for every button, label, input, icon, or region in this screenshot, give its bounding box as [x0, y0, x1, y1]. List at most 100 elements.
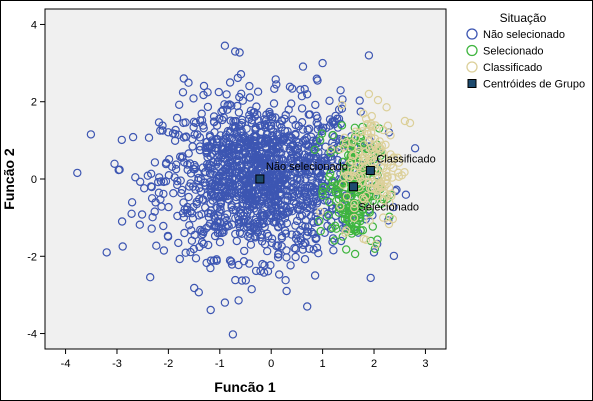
data-point: [269, 99, 279, 108]
data-point: [285, 82, 295, 92]
data-point: [368, 177, 377, 187]
data-point: [362, 200, 371, 209]
data-point: [180, 228, 189, 238]
data-point: [392, 185, 401, 194]
data-point: [281, 276, 290, 285]
data-point: [147, 224, 156, 233]
y-tick-label: -4: [27, 329, 37, 341]
data-point: [291, 244, 300, 254]
data-point: [163, 231, 173, 241]
data-point: [213, 158, 222, 167]
data-point: [339, 172, 348, 182]
data-point: [118, 242, 127, 251]
data-point: [362, 119, 372, 129]
data-point: [389, 153, 398, 162]
data-point: [254, 116, 263, 126]
data-point: [209, 222, 219, 231]
x-tick-label: 1: [320, 358, 326, 370]
data-point: [110, 159, 119, 168]
data-point: [326, 148, 335, 157]
data-point: [325, 96, 334, 106]
data-point: [244, 114, 254, 124]
data-point: [379, 125, 388, 135]
data-point: [376, 183, 385, 193]
data-point: [378, 147, 387, 157]
data-point: [330, 221, 340, 230]
data-point: [263, 229, 272, 238]
data-point: [259, 210, 268, 220]
data-point: [251, 146, 260, 155]
legend: Situação Não selecionado Selecionado Class…: [466, 11, 585, 91]
data-point: [228, 173, 237, 183]
data-point: [197, 210, 206, 219]
data-point: [389, 163, 398, 173]
data-point: [232, 154, 242, 164]
data-point: [284, 207, 294, 216]
data-point: [364, 89, 374, 99]
data-point: [274, 155, 284, 164]
data-point: [207, 179, 217, 188]
data-point: [372, 159, 381, 169]
data-point: [389, 251, 399, 261]
data-point: [284, 191, 293, 200]
data-point: [203, 102, 213, 112]
data-point: [302, 195, 311, 204]
x-tick-label: 0: [268, 358, 274, 370]
data-point: [257, 230, 267, 239]
data-point: [178, 208, 188, 218]
data-point: [365, 178, 374, 187]
data-point: [354, 128, 364, 137]
data-point: [299, 240, 308, 250]
centroid-marker: [349, 182, 358, 192]
data-point: [234, 191, 244, 201]
data-point: [273, 253, 283, 262]
data-point: [117, 135, 127, 145]
data-point: [147, 194, 157, 203]
data-point: [169, 188, 178, 198]
data-point: [236, 160, 246, 169]
data-point: [197, 109, 206, 118]
data-point: [361, 114, 371, 124]
data-point: [281, 174, 291, 183]
data-point: [385, 198, 394, 207]
data-point: [262, 209, 271, 219]
data-point: [233, 146, 243, 155]
data-point: [135, 220, 144, 229]
data-point: [361, 215, 370, 224]
data-point: [250, 132, 259, 141]
data-point: [218, 172, 227, 181]
data-point: [365, 208, 374, 217]
data-point: [145, 273, 155, 282]
data-point: [312, 111, 321, 121]
data-point: [300, 238, 309, 247]
data-point: [223, 100, 232, 110]
data-point: [213, 192, 223, 201]
centroid-marker: [255, 174, 265, 184]
data-point: [350, 249, 360, 259]
series-2: [316, 89, 415, 249]
data-point: [154, 188, 164, 197]
data-point: [180, 158, 189, 167]
data-point: [153, 177, 163, 187]
data-point: [159, 221, 168, 231]
data-point: [288, 84, 297, 93]
data-point: [400, 116, 410, 126]
data-point: [235, 48, 244, 57]
data-point: [320, 228, 329, 237]
x-axis-label: Funcão 1: [214, 379, 276, 395]
data-point: [366, 273, 375, 283]
data-point: [268, 112, 277, 122]
data-point: [196, 187, 206, 196]
data-point: [146, 182, 156, 191]
data-point: [325, 197, 334, 207]
data-point: [230, 121, 240, 131]
data-point: [312, 136, 322, 146]
data-point: [266, 261, 275, 270]
data-point: [275, 218, 284, 227]
data-point: [191, 118, 200, 128]
data-point: [154, 118, 164, 127]
y-axis: -4 -2 0 2 4: [27, 19, 45, 341]
data-point: [246, 106, 256, 116]
data-point: [224, 181, 234, 191]
